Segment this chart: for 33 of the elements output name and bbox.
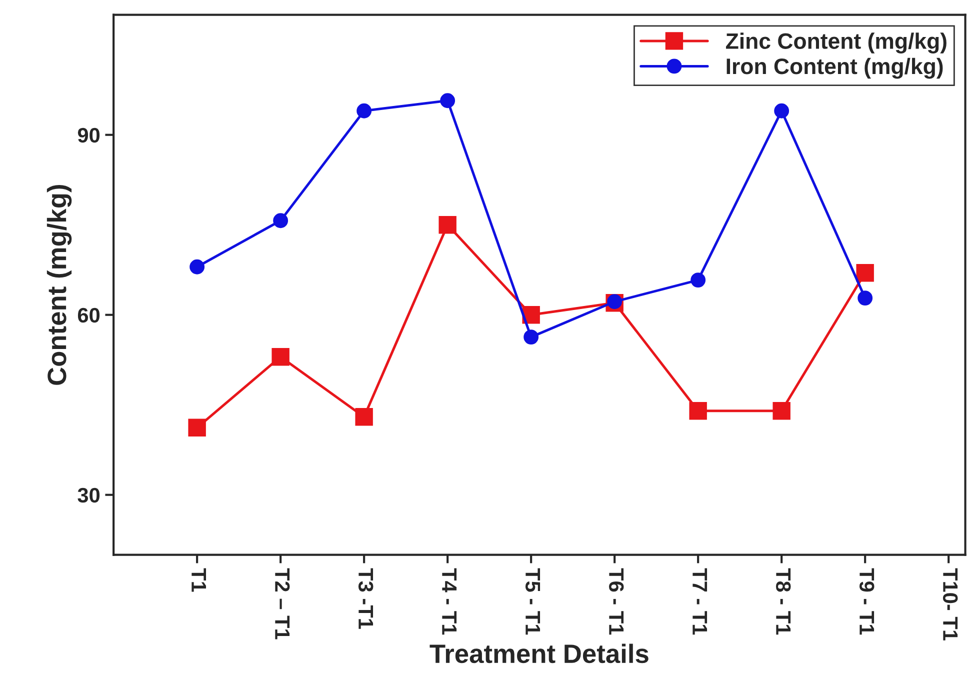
point — [440, 93, 456, 108]
x-tick-label: T4 - T1 — [442, 568, 457, 635]
legend-label: Iron Content (mg/kg) — [726, 58, 943, 79]
y-tick-label: 90 — [78, 128, 100, 143]
y-tick-label: 30 — [78, 488, 100, 503]
x-tick-label: T8 - T1 — [776, 568, 791, 635]
x-axis-title: Treatment Details — [430, 644, 648, 664]
point — [355, 408, 373, 426]
legend-label: Zinc Content (mg/kg) — [726, 32, 946, 54]
y-tick-label: 60 — [78, 308, 100, 323]
point — [690, 272, 706, 288]
y-axis-title: Content (mg/kg) — [46, 185, 72, 385]
x-tick-label: T9 - T1 — [860, 568, 874, 635]
point — [273, 213, 288, 228]
point — [188, 418, 206, 437]
x-tick-label: T1 — [192, 568, 206, 592]
x-tick-label: T7 - T1 — [692, 568, 708, 635]
x-tick-label: T5 - T1 — [525, 568, 540, 635]
point — [522, 306, 540, 324]
point — [272, 348, 290, 366]
point — [856, 264, 874, 282]
point — [689, 402, 707, 420]
x-tick-label: T6 - T1 — [608, 568, 624, 635]
point — [772, 402, 790, 420]
point — [190, 259, 205, 274]
x-tick-label: T2 – T1 — [275, 568, 290, 640]
point — [858, 290, 873, 306]
point — [774, 103, 790, 118]
point — [524, 330, 539, 345]
x-tick-label: T10- T1 — [943, 568, 958, 640]
x-tick-label: T3 -T1 — [358, 568, 374, 629]
point — [438, 216, 456, 234]
point — [356, 103, 372, 118]
